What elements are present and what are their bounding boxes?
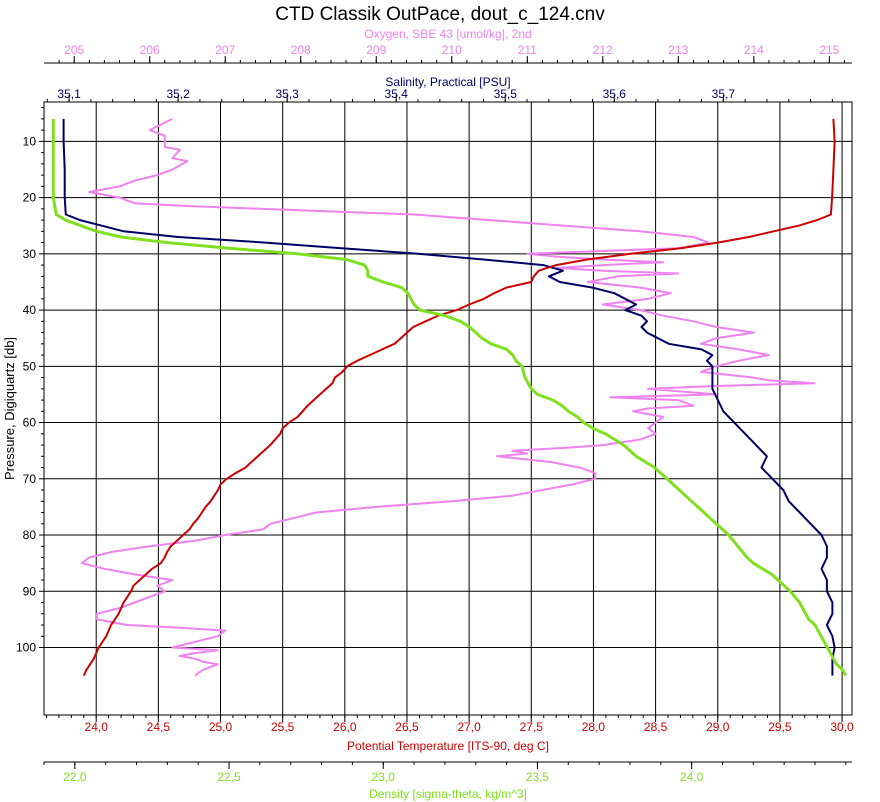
density-tick-label: 24,0 xyxy=(680,770,704,784)
oxygen-series-line xyxy=(80,118,816,677)
y-tick-label: 30 xyxy=(23,247,37,261)
temperature-tick-label: 26,5 xyxy=(395,720,419,734)
salinity-tick-label: 35,1 xyxy=(57,87,81,101)
grid-layer xyxy=(43,101,853,716)
density-tick-label: 23,0 xyxy=(372,770,396,784)
oxygen-tick-label: 207 xyxy=(215,43,235,57)
y-tick-label: 10 xyxy=(23,134,37,148)
salinity-series-line xyxy=(62,118,836,676)
temperature-tick-label: 26,0 xyxy=(333,720,357,734)
density-tick-label: 23,5 xyxy=(526,770,550,784)
salinity-tick-label: 35,6 xyxy=(603,87,627,101)
y-tick-label: 80 xyxy=(23,528,37,542)
oxygen-tick-label: 211 xyxy=(518,43,537,57)
temperature-tick-label: 24,0 xyxy=(85,720,109,734)
density-axis-label: Density [sigma-theta, kg/m^3] xyxy=(369,787,527,801)
salinity-tick-label: 35,7 xyxy=(712,87,736,101)
salinity-tick-label: 35,3 xyxy=(275,87,299,101)
salinity-tick-label: 35,4 xyxy=(385,87,409,101)
temperature-tick-label: 30,0 xyxy=(830,720,854,734)
temperature-tick-label: 25,0 xyxy=(209,720,233,734)
oxygen-tick-label: 208 xyxy=(291,43,311,57)
axes-layer: 10 20 30 40 50 60 70 80 90 100 Pressure, Digiquart… xyxy=(2,27,854,801)
y-axis-label: Pressure, Digiquartz [db] xyxy=(2,337,17,480)
temperature-tick-label: 27,5 xyxy=(520,720,544,734)
oxygen-tick-label: 205 xyxy=(64,43,84,57)
oxygen-tick-label: 214 xyxy=(744,43,764,57)
temperature-tick-label: 25,5 xyxy=(271,720,295,734)
temperature-axis-label: Potential Temperature [ITS-90, deg C] xyxy=(347,739,549,753)
oxygen-tick-label: 210 xyxy=(442,43,462,57)
temperature-tick-label: 28,5 xyxy=(644,720,668,734)
oxygen-tick-label: 206 xyxy=(140,43,160,57)
oxygen-tick-label: 213 xyxy=(668,43,688,57)
temperature-series-line xyxy=(82,118,836,677)
oxygen-axis-label: Oxygen, SBE 43 [umol/kg], 2nd xyxy=(364,27,531,41)
y-tick-label: 100 xyxy=(16,641,36,655)
plot-frame xyxy=(43,101,853,716)
temperature-tick-label: 28,0 xyxy=(582,720,606,734)
series-layer xyxy=(51,118,848,677)
salinity-axis-label: Salinity, Practical [PSU] xyxy=(385,75,510,89)
oxygen-tick-label: 212 xyxy=(593,43,613,57)
density-tick-label: 22,5 xyxy=(217,770,241,784)
temperature-tick-label: 24,5 xyxy=(147,720,171,734)
temperature-tick-label: 29,5 xyxy=(768,720,792,734)
density-tick-label: 22,0 xyxy=(63,770,87,784)
y-tick-label: 90 xyxy=(23,584,37,598)
temperature-tick-label: 29,0 xyxy=(706,720,730,734)
temperature-tick-label: 27,0 xyxy=(457,720,481,734)
oxygen-tick-label: 209 xyxy=(366,43,386,57)
y-tick-label: 50 xyxy=(23,359,37,373)
salinity-tick-label: 35,2 xyxy=(166,87,190,101)
salinity-tick-label: 35,5 xyxy=(494,87,518,101)
y-tick-label: 60 xyxy=(23,416,37,430)
chart-title: CTD Classik OutPace, dout_c_124.cnv xyxy=(275,4,605,25)
oxygen-tick-label: 215 xyxy=(819,43,839,57)
y-tick-label: 40 xyxy=(23,303,37,317)
density-series-line xyxy=(51,118,848,677)
y-tick-label: 70 xyxy=(23,472,37,486)
y-tick-label: 20 xyxy=(23,191,37,205)
